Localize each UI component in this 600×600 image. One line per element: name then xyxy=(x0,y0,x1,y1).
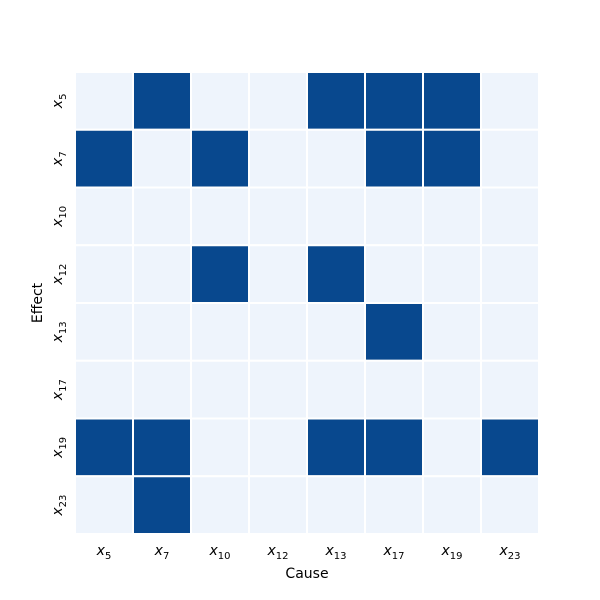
heatmap-cell xyxy=(74,128,134,189)
heatmap-cell xyxy=(364,302,424,362)
heatmap-cell xyxy=(306,475,366,535)
heatmap-cell xyxy=(190,475,250,535)
heatmap-cell xyxy=(480,244,540,304)
y-axis-title: Effect xyxy=(30,282,46,323)
heatmap-cell xyxy=(422,128,482,189)
y-tick-label: x19 xyxy=(50,437,69,459)
heatmap-cell xyxy=(422,244,482,304)
heatmap-cell xyxy=(74,359,134,420)
heatmap-cell xyxy=(480,475,540,535)
heatmap-cell xyxy=(190,186,250,247)
x-tick-label: x23 xyxy=(498,543,520,562)
heatmap-cell xyxy=(364,128,424,189)
heatmap-cell xyxy=(480,359,540,420)
heatmap-cell xyxy=(306,359,366,420)
heatmap-cell xyxy=(364,244,424,304)
x-tick-label: x12 xyxy=(266,543,288,562)
heatmap-cell xyxy=(74,475,134,535)
heatmap-cell xyxy=(132,302,192,362)
heatmap-cell xyxy=(132,186,192,247)
heatmap-cells xyxy=(74,71,540,535)
heatmap-cell xyxy=(480,128,540,189)
x-tick-labels: x5 x7 x10 x12 x13 x17 x19 x23 xyxy=(96,543,521,562)
heatmap-cell xyxy=(248,302,308,362)
heatmap-cell xyxy=(422,359,482,420)
heatmap-cell xyxy=(190,302,250,362)
heatmap-cell xyxy=(74,244,134,304)
heatmap-cell xyxy=(480,302,540,362)
heatmap-cell xyxy=(190,359,250,420)
heatmap-cell xyxy=(480,417,540,478)
heatmap-cell xyxy=(74,71,134,131)
heatmap-cell xyxy=(306,128,366,189)
heatmap-cell xyxy=(132,359,192,420)
x-tick-label: x19 xyxy=(440,543,462,562)
heatmap-cell xyxy=(480,71,540,131)
y-tick-label: x12 xyxy=(50,264,69,286)
heatmap-cell xyxy=(190,244,250,304)
heatmap-cell xyxy=(480,186,540,247)
heatmap-cell xyxy=(74,302,134,362)
heatmap-cell xyxy=(306,71,366,131)
x-tick-label: x7 xyxy=(154,543,170,562)
heatmap-cell xyxy=(364,71,424,131)
heatmap-cell xyxy=(306,244,366,304)
heatmap-cell xyxy=(422,186,482,247)
heatmap-cell xyxy=(248,128,308,189)
heatmap-cell xyxy=(248,417,308,478)
y-tick-label: x17 xyxy=(50,379,69,401)
heatmap-cell xyxy=(132,71,192,131)
heatmap-cell xyxy=(132,417,192,478)
heatmap-cell xyxy=(248,71,308,131)
x-axis-title: Cause xyxy=(285,566,328,582)
y-tick-label: x13 xyxy=(50,321,69,343)
heatmap-cell xyxy=(422,475,482,535)
heatmap-cell xyxy=(74,186,134,247)
heatmap-cell xyxy=(422,71,482,131)
heatmap-cell xyxy=(132,244,192,304)
y-tick-label: x7 xyxy=(50,151,69,167)
x-tick-label: x17 xyxy=(382,543,404,562)
heatmap-cell xyxy=(248,359,308,420)
y-tick-label: x5 xyxy=(50,94,69,110)
heatmap-cell xyxy=(364,359,424,420)
x-tick-label: x10 xyxy=(208,543,230,562)
heatmap-cell xyxy=(364,417,424,478)
heatmap-cell xyxy=(190,417,250,478)
heatmap-cell xyxy=(248,244,308,304)
x-tick-label: x5 xyxy=(96,543,112,562)
y-tick-label: x10 xyxy=(50,206,69,228)
heatmap-cell xyxy=(364,475,424,535)
y-tick-labels: x5 x7 x10 x12 x13 x17 x19 x23 xyxy=(50,94,69,517)
heatmap-cell xyxy=(306,186,366,247)
heatmap-cell xyxy=(74,417,134,478)
heatmap-cell xyxy=(248,475,308,535)
heatmap-cell xyxy=(306,417,366,478)
heatmap-cell xyxy=(422,302,482,362)
heatmap-cell xyxy=(248,186,308,247)
heatmap-cell xyxy=(364,186,424,247)
heatmap-cell xyxy=(422,417,482,478)
heatmap-cell xyxy=(190,71,250,131)
y-tick-label: x23 xyxy=(50,495,69,517)
heatmap-cell xyxy=(132,475,192,535)
heatmap-cell xyxy=(190,128,250,189)
heatmap-cell xyxy=(306,302,366,362)
x-tick-label: x13 xyxy=(324,543,346,562)
heatmap-cell xyxy=(132,128,192,189)
